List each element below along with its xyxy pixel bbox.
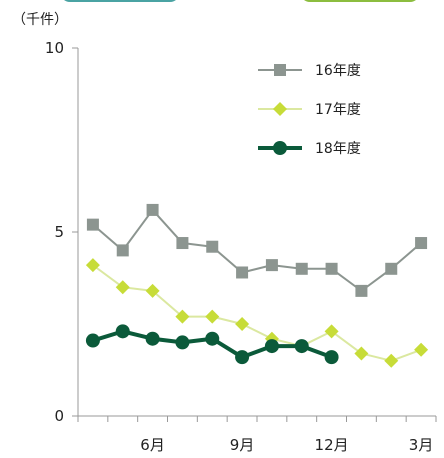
data-point [85, 333, 100, 348]
series-line [92, 264, 422, 362]
data-point [146, 203, 159, 216]
series-line [92, 208, 422, 292]
y-axis-unit-label: （千件） [12, 12, 68, 28]
x-tick-label: 3月 [409, 436, 434, 454]
data-point [236, 266, 249, 279]
data-point [206, 240, 219, 253]
data-point [175, 335, 190, 350]
y-tick-label: 10 [45, 39, 64, 57]
data-point [415, 237, 428, 250]
y-tick-label: 5 [54, 223, 64, 241]
data-point [385, 262, 398, 275]
data-point [354, 346, 369, 361]
data-point [355, 284, 368, 297]
x-tick-label: 9月 [230, 436, 255, 454]
x-tick-label: 12月 [315, 436, 349, 454]
legend-marker [273, 102, 287, 116]
data-point [145, 331, 160, 346]
data-point [324, 350, 339, 365]
series-layer [85, 203, 429, 368]
data-point [265, 259, 278, 272]
legend-item: 17年度 [258, 102, 361, 118]
data-point [325, 262, 338, 275]
tick-labels: 0 5 10 6月 9月 12月 3月 [45, 39, 433, 454]
y-tick-label: 0 [54, 407, 64, 425]
data-point [414, 342, 429, 357]
legend-marker [274, 64, 286, 76]
data-point [115, 324, 130, 339]
data-point [175, 309, 190, 324]
data-point [116, 244, 129, 257]
data-point [115, 280, 130, 295]
data-point [295, 262, 308, 275]
legend-item: 18年度 [258, 141, 361, 157]
header-tab-right [300, 0, 420, 2]
data-point [264, 339, 279, 354]
data-point [86, 218, 99, 231]
data-point [235, 350, 250, 365]
data-point [205, 331, 220, 346]
axes [72, 47, 437, 422]
legend-marker [273, 141, 287, 155]
data-point [205, 309, 220, 324]
series-1 [86, 203, 428, 297]
data-point [235, 317, 250, 331]
series-2 [85, 258, 429, 368]
data-point [145, 283, 160, 298]
data-point [294, 339, 309, 354]
legend-label: 16年度 [315, 63, 361, 79]
data-point [384, 353, 399, 368]
legend-label: 18年度 [315, 141, 361, 157]
legend-label: 17年度 [315, 102, 361, 118]
legend-item: 16年度 [258, 63, 361, 79]
legend: 16年度 17年度 18年度 [258, 63, 361, 157]
series-3 [85, 324, 339, 365]
data-point [85, 258, 100, 273]
header-tab-left [60, 0, 180, 2]
header-decoration [60, 0, 420, 2]
x-tick-label: 6月 [140, 436, 165, 454]
data-point [324, 324, 339, 339]
data-point [176, 237, 189, 250]
